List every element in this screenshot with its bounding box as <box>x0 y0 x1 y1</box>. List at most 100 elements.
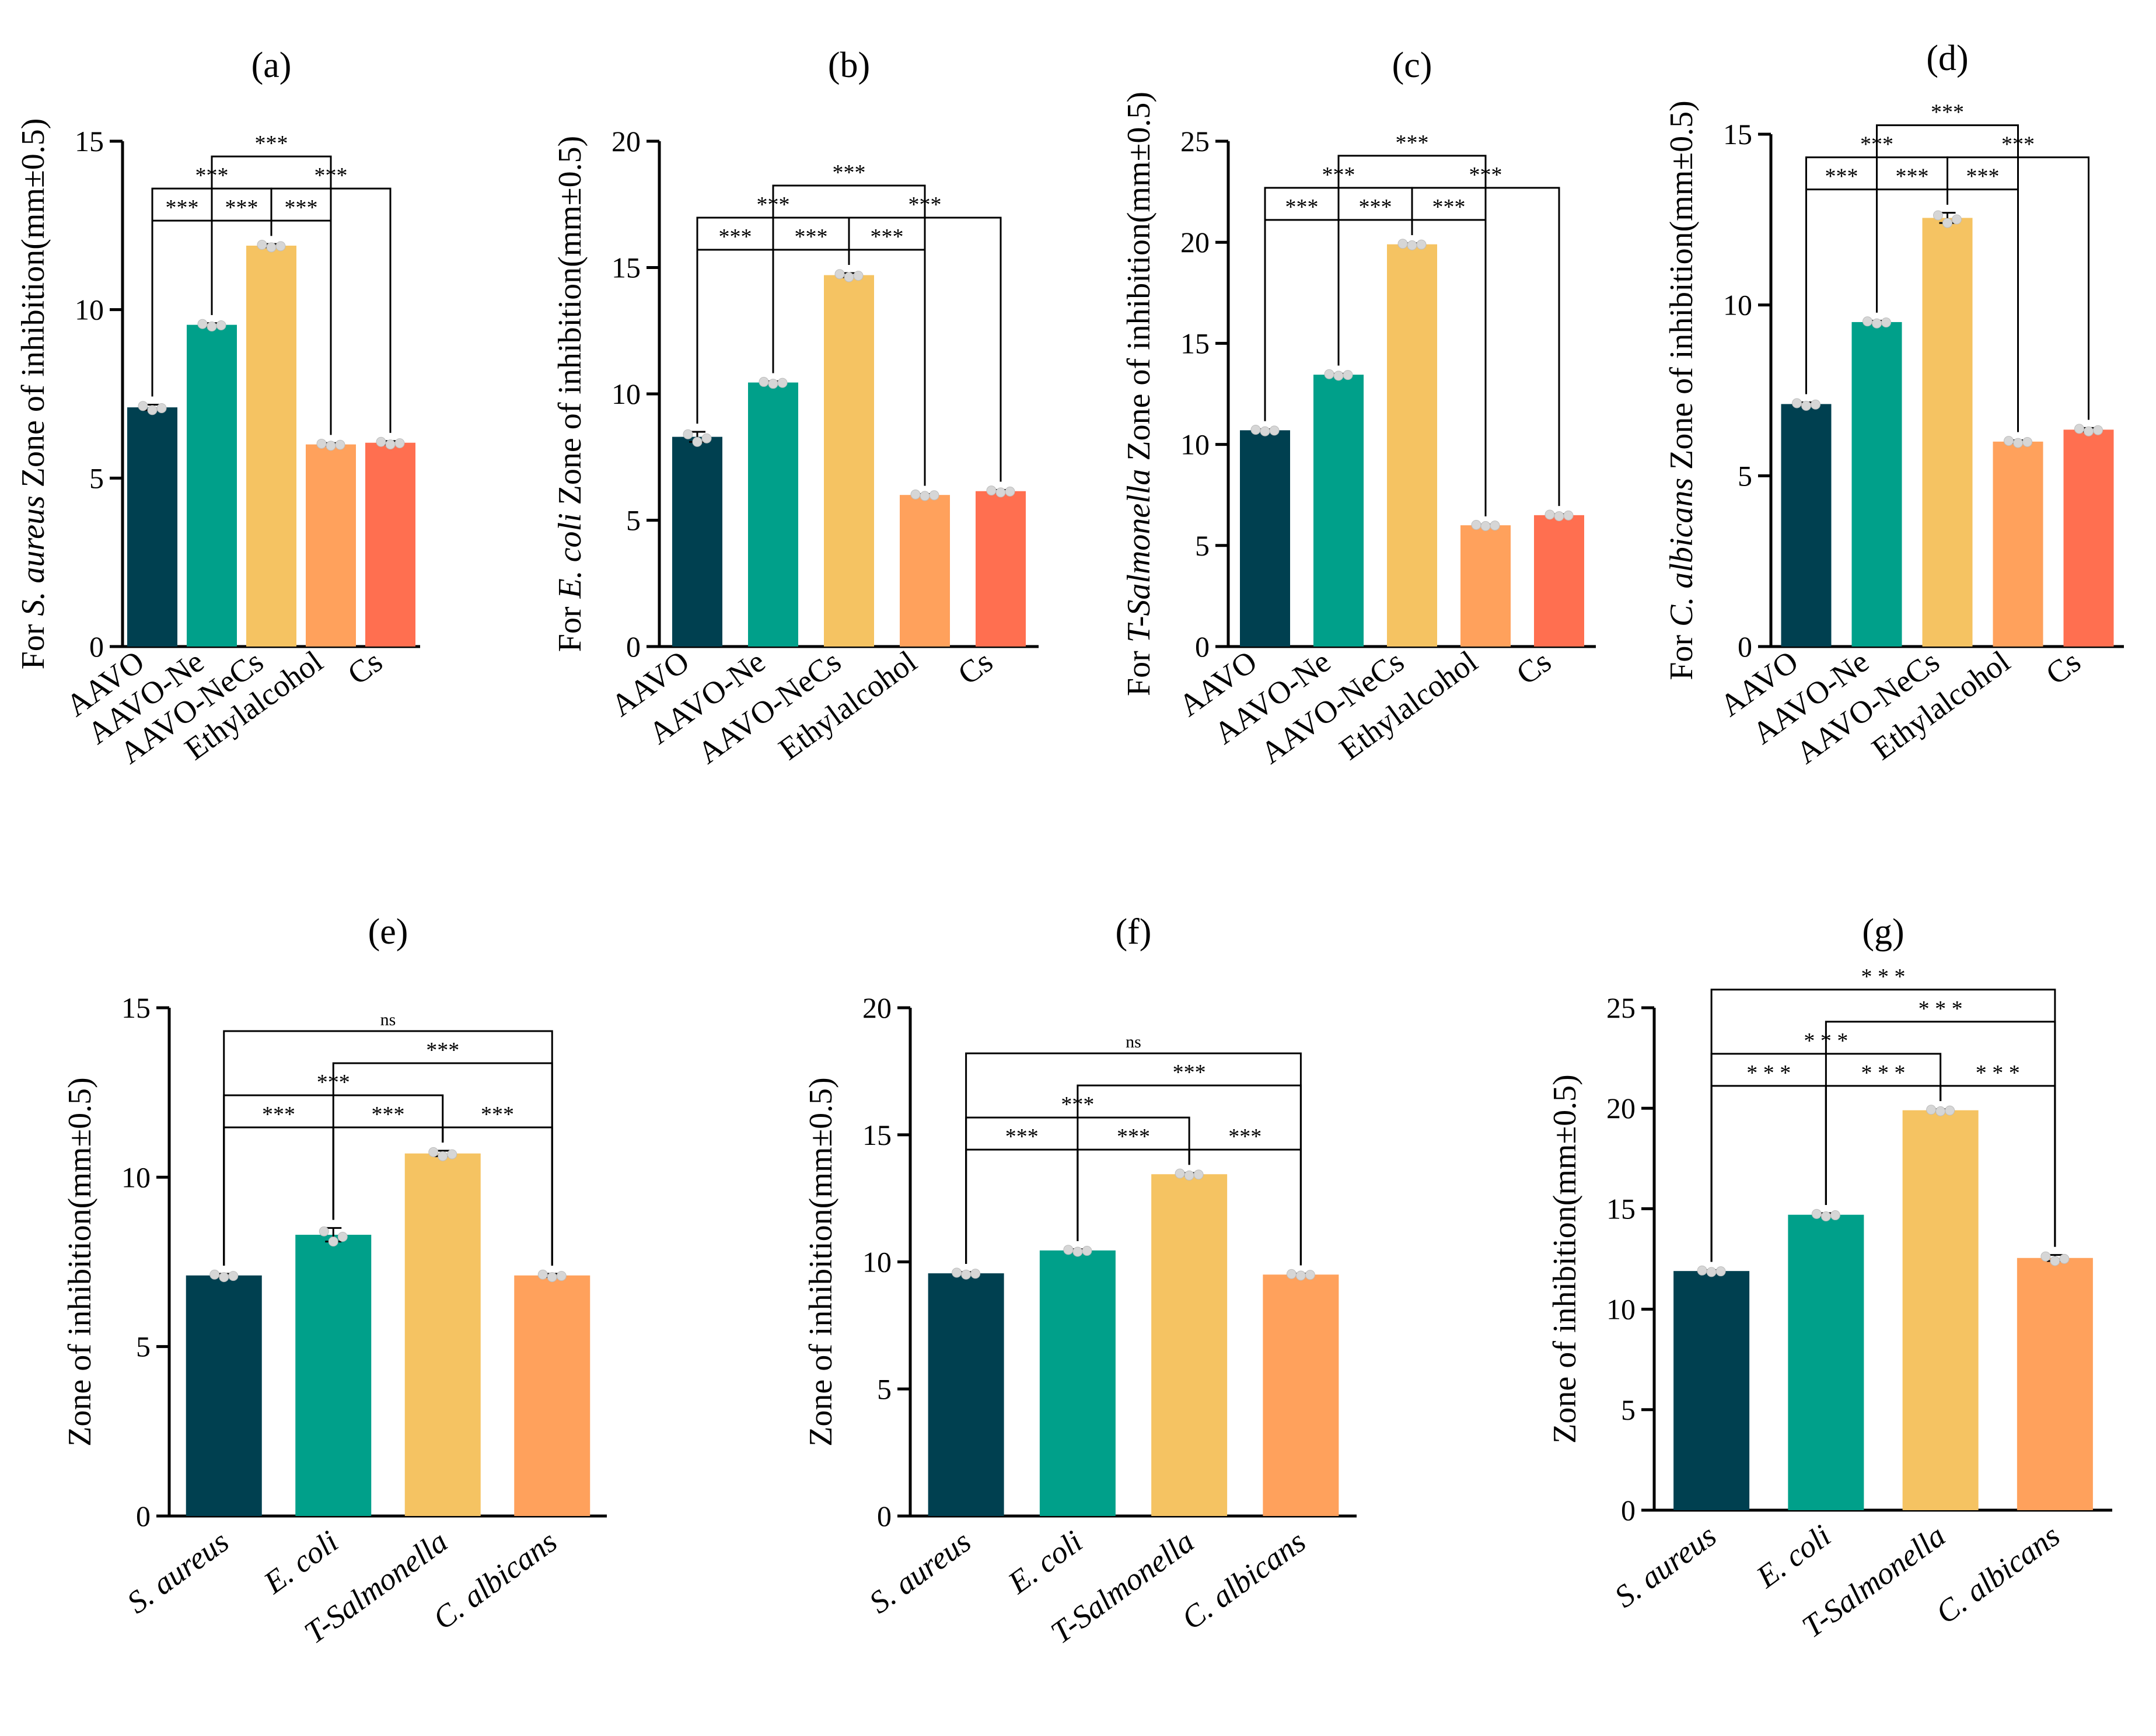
y-tick-label: 5 <box>89 462 104 494</box>
y-tick-label: 5 <box>1621 1393 1636 1426</box>
data-point <box>1193 1169 1204 1180</box>
x-tick-label: E. coli <box>1749 1518 1837 1595</box>
bar-4 <box>1993 441 2043 647</box>
bar-4 <box>1460 525 1511 647</box>
data-point <box>385 439 396 450</box>
data-point <box>1005 486 1015 497</box>
x-tick-label: C. albicans <box>1175 1524 1312 1636</box>
data-point <box>1175 1168 1185 1179</box>
data-point <box>2084 426 2094 436</box>
y-axis-label-part: S. aureus <box>15 495 51 616</box>
data-point <box>1554 511 1564 522</box>
y-tick-label: 0 <box>89 630 104 663</box>
significance-label: *** <box>1396 131 1429 155</box>
data-point <box>986 485 997 496</box>
y-axis-label-part: Zone of inhibition(mm±0.5) <box>803 1077 839 1447</box>
data-point <box>1416 239 1427 250</box>
significance-bracket <box>211 155 332 435</box>
bar-1 <box>186 1275 262 1516</box>
data-point <box>1490 521 1500 531</box>
data-point <box>1792 398 1802 408</box>
data-point <box>961 1269 972 1280</box>
x-tick-label: C. albicans <box>427 1524 563 1636</box>
x-tick-label: S. aureus <box>862 1524 977 1620</box>
significance-label: *** <box>225 195 258 220</box>
data-point <box>777 378 788 388</box>
y-tick-label: 15 <box>1723 118 1752 151</box>
y-axis-label-part: Zone of inhibition(mm±0.5) <box>62 1077 98 1447</box>
chart-title: (a) <box>251 46 292 85</box>
y-tick-label: 10 <box>1723 289 1752 322</box>
significance-label: * * * <box>1976 1061 2020 1085</box>
data-point <box>1715 1266 1726 1277</box>
significance-label: *** <box>871 225 904 249</box>
data-point <box>1563 510 1574 521</box>
significance-label: *** <box>1117 1124 1150 1149</box>
data-point <box>197 319 208 329</box>
y-tick-label: 10 <box>75 294 104 326</box>
significance-label: *** <box>833 160 866 185</box>
bar-3 <box>1902 1110 1979 1510</box>
data-point <box>701 433 712 443</box>
bar-2 <box>1313 375 1364 647</box>
bar-5 <box>1534 515 1584 647</box>
chart-panel-b: (b) 0 5 10 15 20 For E. coli Zone of inhibitio… <box>552 46 1039 770</box>
y-axis-label-part: Zone of inhibition(mm±0.5) <box>1121 92 1157 469</box>
y-tick-label: 10 <box>862 1246 892 1279</box>
data-point <box>326 441 336 451</box>
significance-label: *** <box>1825 165 1858 189</box>
significance-label: ns <box>1126 1032 1141 1052</box>
y-tick-label: 15 <box>121 991 151 1024</box>
data-point <box>1063 1245 1074 1255</box>
y-tick-label: 5 <box>877 1372 892 1405</box>
significance-label: *** <box>426 1038 459 1063</box>
data-point <box>995 487 1006 498</box>
x-tick-label: C. albicans <box>1930 1518 2066 1630</box>
y-axis-label: For E. coli Zone of inhibition(mm±0.5) <box>552 136 588 652</box>
data-point <box>1811 399 1820 410</box>
chart-title: (e) <box>368 912 408 952</box>
y-axis-label-part: Zone of inhibition(mm±0.5) <box>552 136 588 514</box>
chart-panel-d: (d) 0 5 10 15 For C. albicans Zone of inhibit… <box>1664 39 2124 770</box>
data-point <box>219 1272 229 1283</box>
y-tick-label: 20 <box>862 991 892 1024</box>
data-point <box>447 1149 457 1159</box>
y-axis-label-part: For <box>552 599 588 652</box>
significance-label: *** <box>285 195 318 220</box>
significance-label: *** <box>1432 195 1466 219</box>
y-axis-label-part: For <box>1664 627 1700 680</box>
y-tick-label: 0 <box>877 1500 892 1532</box>
bar-1 <box>928 1273 1004 1516</box>
chart-title: (d) <box>1926 39 1968 78</box>
significance-label: *** <box>1359 195 1392 219</box>
data-point <box>844 272 854 282</box>
y-axis-label-part: Zone of inhibition(mm±0.5) <box>15 118 51 496</box>
data-point <box>1333 371 1344 381</box>
significance-label: *** <box>1931 100 1964 125</box>
bar-1 <box>1673 1271 1750 1510</box>
chart-panel-e: (e) 0 5 10 15 Zone of inhibition(mm±0.5) S. au… <box>62 912 607 1650</box>
bar-2 <box>1039 1250 1116 1516</box>
significance-label: * * * <box>1861 1061 1906 1085</box>
significance-bracket <box>1337 155 1487 516</box>
y-tick-label: 5 <box>1195 529 1210 562</box>
data-point <box>1811 1208 1822 1219</box>
data-point <box>1706 1267 1717 1277</box>
bar-3 <box>1151 1174 1228 1516</box>
significance-label: *** <box>1285 195 1319 219</box>
significance-bracket <box>772 184 926 486</box>
y-tick-label: 20 <box>611 125 641 158</box>
bar-5 <box>365 442 415 647</box>
data-point <box>1295 1270 1306 1281</box>
data-point <box>910 489 921 500</box>
y-tick-label: 5 <box>1738 459 1752 492</box>
data-point <box>1952 214 1962 225</box>
bar-2 <box>187 324 237 647</box>
data-point <box>216 320 226 331</box>
data-point <box>428 1147 439 1157</box>
data-point <box>692 436 703 447</box>
data-point <box>929 490 939 501</box>
x-tick-label: Cs <box>341 644 389 691</box>
significance-label: * * * <box>1919 997 1963 1021</box>
y-axis-label: For S. aureus Zone of inhibition(mm±0.5) <box>15 118 51 670</box>
